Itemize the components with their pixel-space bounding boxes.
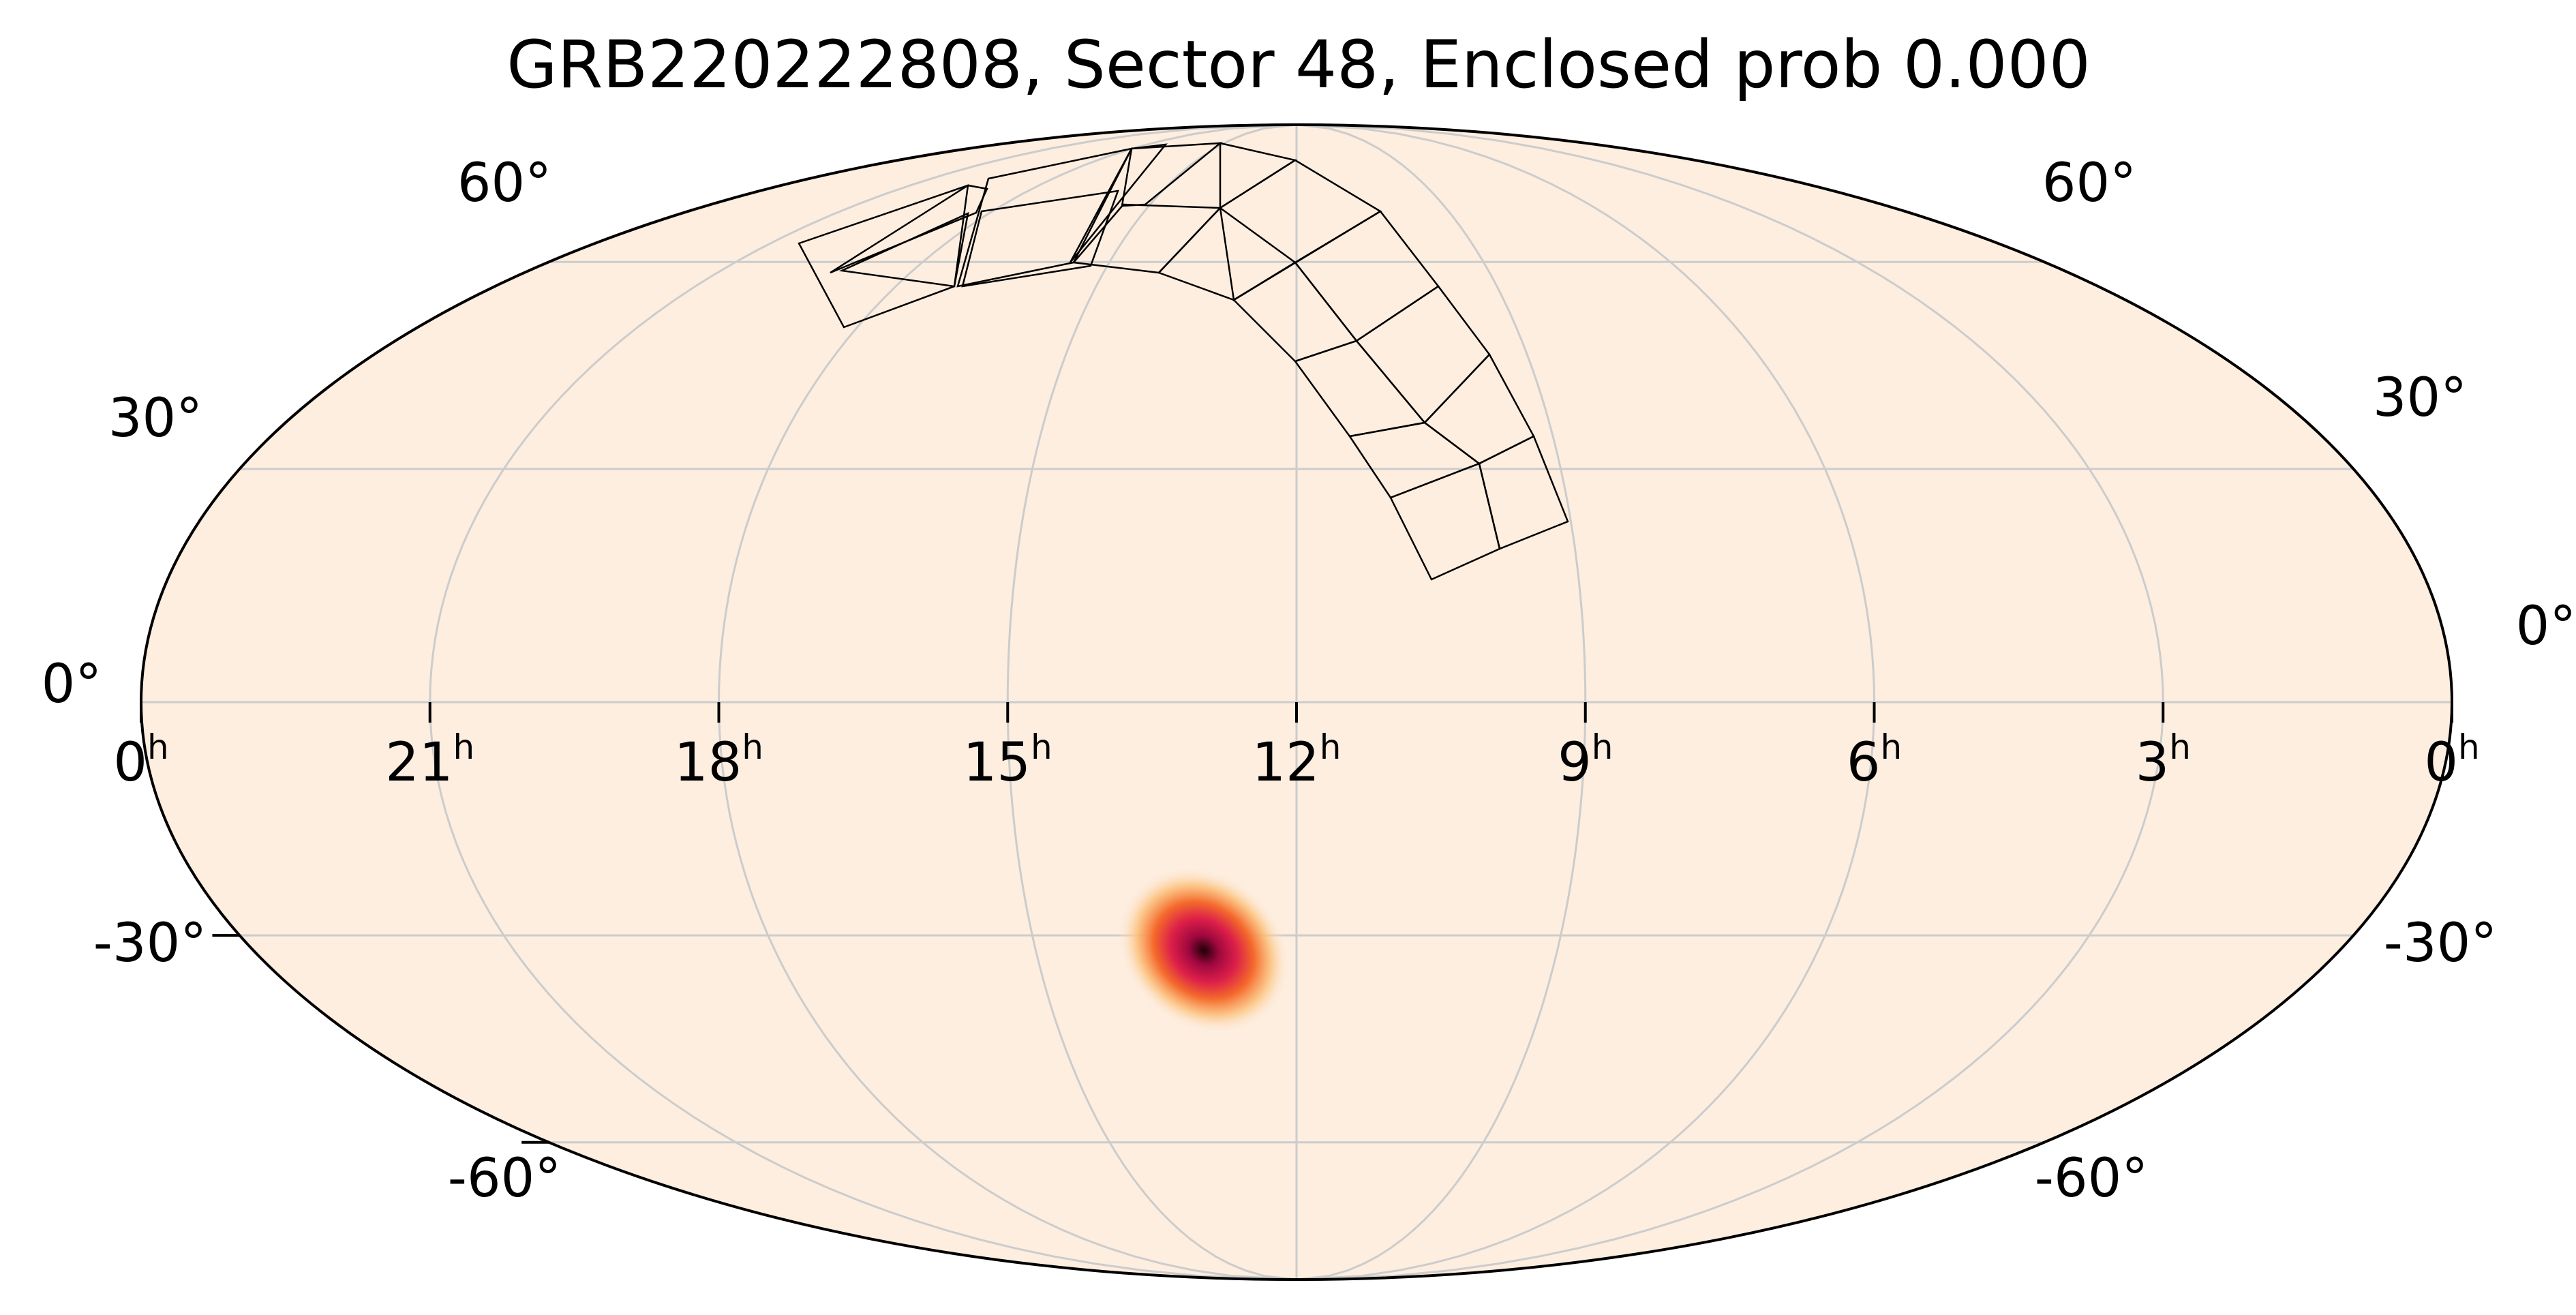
ccd-footprint bbox=[838, 211, 969, 288]
dec-tick-labels: 60° 60° 30° 30° 0° 0° -30° -30° -60° -60° bbox=[42, 153, 2576, 1209]
ra-tick-label: 0h bbox=[2424, 727, 2479, 793]
dec-tick-label-left: -30° bbox=[93, 913, 207, 974]
ra-tick-label: 18h bbox=[674, 727, 763, 793]
dec-tick-label-right: -30° bbox=[2384, 913, 2497, 974]
dec-tick-label-left: -60° bbox=[448, 1148, 561, 1209]
dec-tick-label-left: 30° bbox=[108, 388, 202, 449]
probability-peak bbox=[1117, 866, 1290, 1034]
ra-tick-label: 0h bbox=[113, 727, 168, 793]
ra-tick-label: 21h bbox=[385, 727, 474, 793]
dec-tick-label-right: -60° bbox=[2035, 1148, 2148, 1209]
ra-tick-label: 12h bbox=[1252, 727, 1342, 793]
ra-tick-label: 15h bbox=[963, 727, 1052, 793]
ra-tick-label: 3h bbox=[2136, 727, 2191, 793]
ccd-footprint bbox=[1069, 143, 1168, 263]
tess-ccd-footprints bbox=[798, 142, 1569, 581]
ccd-footprint bbox=[1121, 142, 1223, 207]
dec-tick-label-right: 30° bbox=[2373, 367, 2467, 429]
probability-heatmap bbox=[1117, 866, 1290, 1034]
ccd-footprint bbox=[1478, 435, 1569, 550]
ra-tick-label: 9h bbox=[1558, 727, 1613, 793]
ra-tick-label: 6h bbox=[1847, 727, 1902, 793]
ra-tick-labels: 0h 21h 18h 15h 12h 9h 6h 3h 0h bbox=[113, 702, 2480, 793]
chart-title: GRB220222808, Sector 48, Enclosed prob 0… bbox=[506, 27, 2091, 103]
dec-tick-label-left: 0° bbox=[42, 654, 102, 715]
ccd-footprint bbox=[961, 190, 1119, 288]
dec-tick-label-right: 60° bbox=[2042, 153, 2136, 214]
dec-tick-label-left: 60° bbox=[457, 153, 551, 214]
dec-tick-label-right: 0° bbox=[2516, 596, 2576, 657]
ccd-footprint bbox=[830, 184, 988, 274]
